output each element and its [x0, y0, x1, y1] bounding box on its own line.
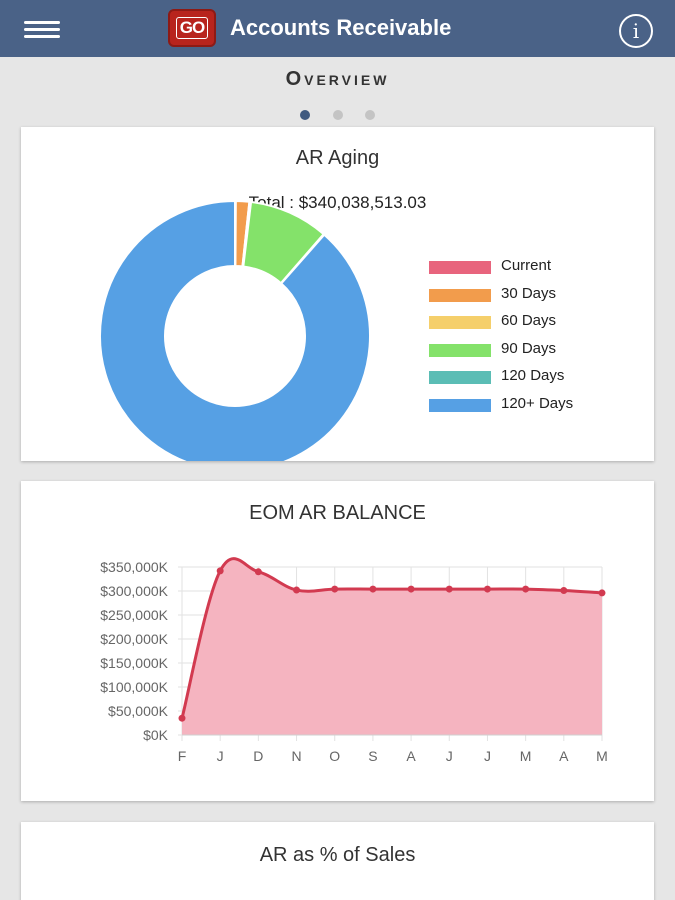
- data-point[interactable]: [598, 589, 606, 597]
- x-tick-label: N: [291, 748, 301, 764]
- page-dot-1[interactable]: [300, 110, 311, 120]
- legend-swatch: [429, 398, 491, 412]
- x-tick-label: J: [217, 748, 224, 764]
- x-tick-label: S: [368, 748, 377, 764]
- x-tick-label: O: [329, 748, 340, 764]
- x-tick-label: J: [484, 748, 491, 764]
- x-tick-label: M: [520, 748, 532, 764]
- data-point[interactable]: [369, 585, 377, 593]
- y-tick-label: $300,000K: [100, 583, 168, 599]
- legend-swatch: [429, 316, 491, 330]
- top-bar: GO Accounts Receivable i: [0, 0, 675, 57]
- menu-line: [24, 28, 60, 31]
- legend-swatch: [429, 261, 491, 274]
- legend-swatch: [429, 288, 491, 302]
- data-point[interactable]: [178, 714, 186, 722]
- page-dot-2[interactable]: [332, 110, 343, 120]
- legend-label: 90 Days: [501, 339, 557, 357]
- app-title: Accounts Receivable: [230, 15, 452, 40]
- eom-ar-balance-chart: $0K $50,000K $100,000K $150,000K $200,000K $2…: [100, 557, 608, 764]
- data-point[interactable]: [483, 585, 491, 593]
- hamburger-menu-icon[interactable]: [18, 12, 64, 46]
- x-tick-label: D: [253, 748, 263, 764]
- eom-ar-balance-title: EOM AR BALANCE: [249, 502, 426, 524]
- y-tick-label: $50,000K: [108, 703, 169, 719]
- y-tick-label: $200,000K: [100, 631, 168, 647]
- legend-label: 120+ Days: [501, 394, 574, 412]
- donut-slice-120-daysplus[interactable]: [99, 199, 371, 461]
- menu-line: [24, 21, 60, 24]
- eom-ar-balance-card[interactable]: EOM AR BALANCE $0K $50,000K $100,000K $150,…: [21, 481, 654, 801]
- page-title: Overview: [285, 68, 390, 90]
- y-tick-label: $0K: [143, 727, 169, 743]
- legend-label: 60 Days: [501, 312, 557, 330]
- ar-percent-sales-title: AR as % of Sales: [259, 844, 416, 866]
- logo-text: GO: [175, 17, 209, 39]
- y-tick-label: $350,000K: [100, 559, 168, 575]
- data-point[interactable]: [293, 586, 301, 594]
- y-tick-label: $250,000K: [100, 607, 168, 623]
- data-point[interactable]: [407, 585, 415, 593]
- ar-aging-donut-chart: [99, 199, 371, 461]
- data-point[interactable]: [445, 585, 453, 593]
- y-tick-label: $150,000K: [100, 655, 168, 671]
- legend-swatch: [429, 371, 491, 385]
- ar-aging-title: AR Aging: [295, 147, 380, 169]
- x-tick-label: M: [596, 748, 608, 764]
- data-point[interactable]: [254, 568, 262, 576]
- ar-aging-card[interactable]: AR Aging Total : $340,038,513.03 Current…: [21, 127, 654, 461]
- x-tick-label: J: [446, 748, 453, 764]
- legend-label: Current: [501, 257, 552, 274]
- app-logo: GO: [168, 9, 216, 47]
- ar-aging-total: Total : $340,038,513.03: [248, 193, 427, 212]
- legend-swatch: [429, 343, 491, 357]
- x-tick-label: F: [178, 748, 187, 764]
- data-point[interactable]: [560, 587, 568, 595]
- legend-label: 120 Days: [501, 367, 565, 385]
- data-point[interactable]: [522, 585, 530, 593]
- menu-line: [24, 35, 60, 38]
- x-tick-label: A: [406, 748, 416, 764]
- area-fill: [182, 558, 602, 735]
- x-tick-label: A: [559, 748, 569, 764]
- page-indicator: [0, 107, 675, 120]
- y-tick-label: $100,000K: [100, 679, 168, 695]
- page-dot-3[interactable]: [364, 110, 375, 120]
- data-point[interactable]: [216, 567, 224, 575]
- data-point[interactable]: [331, 585, 339, 593]
- info-icon[interactable]: i: [619, 14, 653, 48]
- ar-percent-sales-card[interactable]: AR as % of Sales: [21, 822, 654, 900]
- legend-label: 30 Days: [501, 284, 557, 302]
